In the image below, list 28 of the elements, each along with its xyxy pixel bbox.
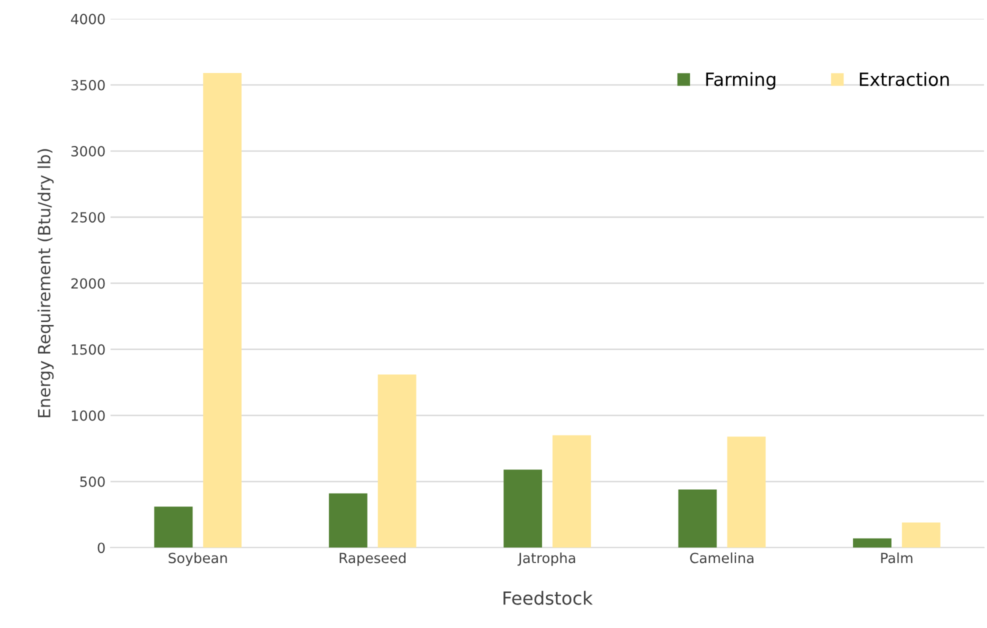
x-tick-label: Camelina <box>690 552 754 564</box>
bar <box>378 374 416 548</box>
y-tick-label: 2500 <box>71 212 105 223</box>
y-tick-label: 1500 <box>72 344 105 355</box>
bar <box>328 493 368 548</box>
x-tick-label: Jatropha <box>518 552 576 566</box>
y-tick-label: 3000 <box>71 146 105 157</box>
y-tick-label: 4000 <box>71 14 105 24</box>
legend-label: Farming <box>706 72 776 90</box>
bar <box>678 489 717 548</box>
bar <box>504 470 542 548</box>
y-tick-label: 0 <box>98 542 105 554</box>
bar <box>853 538 892 548</box>
y-axis-title: Energy Requirement (Btu/dry lb) <box>38 149 54 418</box>
bar <box>727 436 766 548</box>
x-tick-label: Soybean <box>168 552 227 566</box>
bar <box>154 506 193 548</box>
y-tick-label: 1000 <box>72 410 105 421</box>
y-tick-label: 500 <box>80 476 105 487</box>
y-tick-label: 3500 <box>71 80 105 90</box>
x-tick-label: Palm <box>881 552 912 564</box>
y-tick-label: 2000 <box>71 278 105 289</box>
bar <box>203 73 242 548</box>
x-axis-title: Feedstock <box>504 590 593 605</box>
bar <box>552 435 591 548</box>
legend-label: Extraction <box>860 72 949 86</box>
x-tick-label: Rapeseed <box>340 552 406 566</box>
bar <box>902 522 940 548</box>
